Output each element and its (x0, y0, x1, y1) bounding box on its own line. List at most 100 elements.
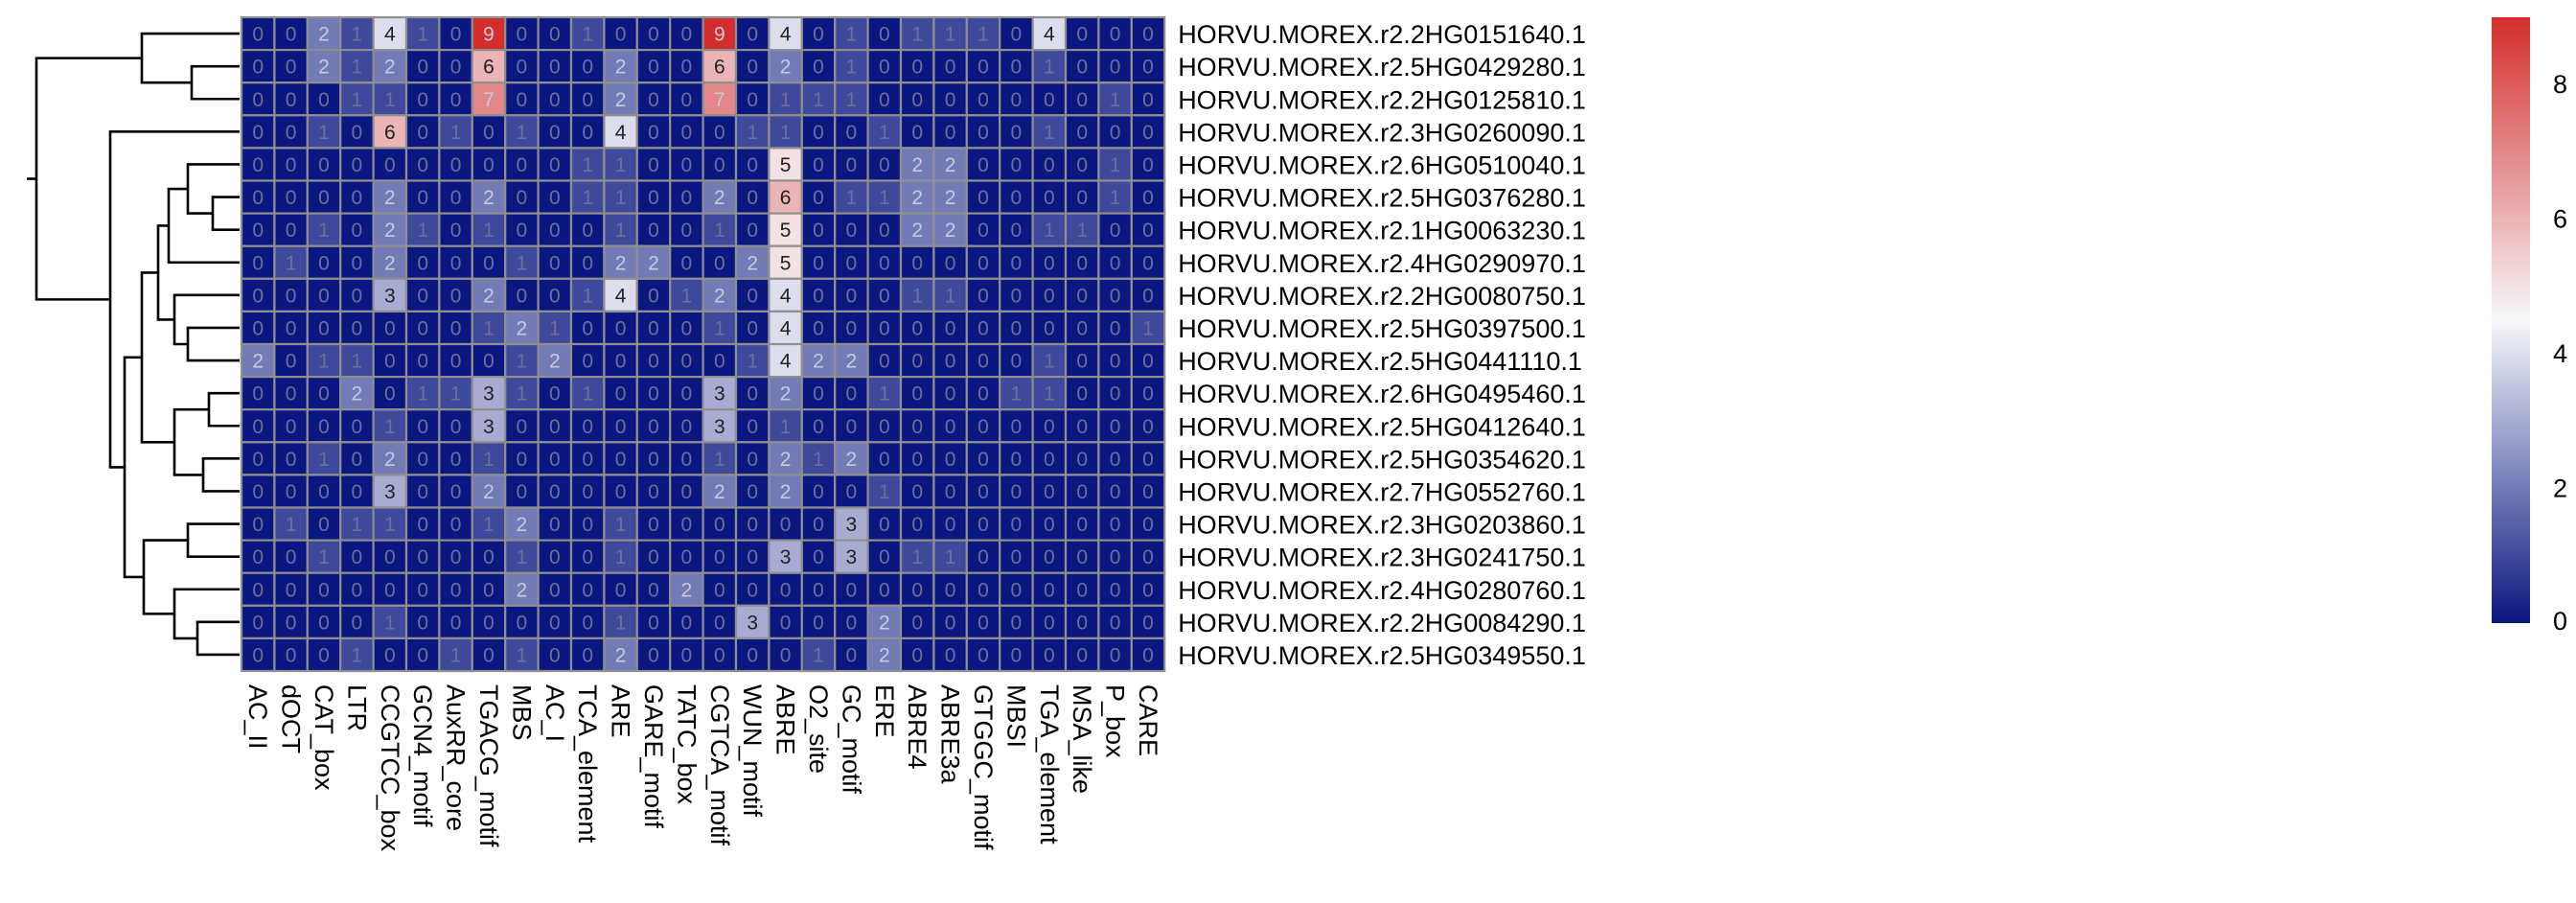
cell-value-label: 0 (1044, 514, 1055, 536)
heatmap-cell (339, 212, 375, 247)
heatmap-cell (669, 604, 704, 639)
cell-value-label: 2 (615, 57, 627, 79)
heatmap-cell (339, 506, 375, 542)
cell-value-label: 0 (450, 220, 462, 242)
cell-value-label: 0 (318, 187, 330, 209)
dendrogram-branch (172, 588, 240, 640)
cell-value-label: 7 (714, 89, 725, 111)
heatmap-cell (1130, 48, 1166, 84)
row-label: HORVU.MOREX.r2.3HG0241750.1 (1178, 544, 1586, 572)
heatmap-cell (339, 147, 375, 182)
heatmap-cell (273, 81, 309, 117)
heatmap-cell (702, 506, 738, 542)
heatmap-cell (404, 179, 441, 215)
cell-value-label: 0 (517, 285, 528, 307)
row-dendrogram (27, 32, 240, 657)
cell-value-label: 0 (1110, 383, 1121, 405)
cell-value-label: 0 (681, 644, 693, 666)
cell-value-label: 0 (1044, 252, 1055, 274)
cell-value-label: 0 (681, 449, 693, 471)
cell-value-label: 1 (911, 546, 923, 568)
dendrogram-branch (190, 64, 240, 101)
row-label: HORVU.MOREX.r2.2HG0080750.1 (1178, 282, 1586, 311)
cell-value-label: 0 (352, 612, 363, 634)
cell-value-label: 0 (747, 57, 758, 79)
legend-tick-label: 2 (2553, 475, 2567, 503)
legend-tick-label: 8 (2553, 70, 2567, 99)
cell-value-label: 0 (549, 285, 561, 307)
cell-value-label: 0 (978, 383, 989, 405)
cell-value-label: 0 (681, 89, 693, 111)
cell-value-label: 0 (978, 57, 989, 79)
cell-value-label: 1 (549, 317, 561, 339)
cell-value-label: 0 (978, 252, 989, 274)
cell-value-label: 2 (517, 514, 528, 536)
cell-value-label: 0 (911, 579, 923, 601)
cell-value-label: 0 (1142, 416, 1154, 438)
cell-value-label: 0 (1142, 122, 1154, 144)
cell-value-label: 0 (813, 187, 824, 209)
heatmap-cell (866, 114, 903, 150)
cell-value-label: 1 (780, 89, 792, 111)
cell-value-label: 0 (517, 187, 528, 209)
heatmap-cell (471, 539, 507, 574)
cell-value-label: 0 (1076, 122, 1088, 144)
cell-value-label: 0 (450, 285, 462, 307)
cell-value-label: 0 (450, 252, 462, 274)
heatmap-cell (669, 637, 704, 673)
cell-value-label: 1 (318, 449, 330, 471)
heatmap-cell (965, 147, 1001, 182)
cell-value-label: 0 (549, 449, 561, 471)
heatmap-cell (306, 15, 342, 52)
cell-value-label: 0 (286, 383, 297, 405)
dendrogram-branch (186, 522, 240, 558)
cell-value-label: 1 (1044, 383, 1055, 405)
heatmap-cell (569, 277, 606, 313)
heatmap-cell (635, 571, 672, 607)
cell-value-label: 0 (714, 252, 725, 274)
cell-value-label: 1 (714, 220, 725, 242)
cell-value-label: 0 (417, 644, 428, 666)
cell-value-label: 0 (846, 252, 858, 274)
cell-value-label: 0 (1076, 285, 1088, 307)
cell-value-label: 0 (681, 514, 693, 536)
column-label: AC_I (540, 684, 569, 742)
cell-value-label: 0 (483, 644, 494, 666)
cell-value-label: 0 (747, 154, 758, 176)
cell-value-label: 0 (517, 416, 528, 438)
cell-value-label: 0 (450, 514, 462, 536)
column-label: GC_motif (837, 684, 865, 795)
cell-value-label: 0 (978, 285, 989, 307)
legend-tick-label: 6 (2553, 205, 2567, 234)
cell-value-label: 0 (648, 579, 659, 601)
heatmap-cell (339, 474, 375, 509)
cell-value-label: 0 (1142, 579, 1154, 601)
cell-value-label: 0 (1076, 154, 1088, 176)
cell-value-label: 2 (911, 187, 923, 209)
cell-value-label: 1 (318, 546, 330, 568)
cell-value-label: 1 (911, 285, 923, 307)
cell-value-label: 0 (1044, 449, 1055, 471)
heatmap-cell (339, 539, 375, 574)
cell-value-label: 0 (813, 383, 824, 405)
cell-value-label: 0 (945, 644, 956, 666)
cell-value-label: 0 (1110, 57, 1121, 79)
cell-value-label: 1 (352, 57, 363, 79)
cell-value-label: 0 (945, 612, 956, 634)
heatmap-cell (273, 474, 309, 509)
cell-value-label: 0 (318, 612, 330, 634)
cell-value-label: 1 (384, 612, 396, 634)
cell-value-label: 0 (1011, 644, 1023, 666)
cell-value-label: 0 (286, 317, 297, 339)
cell-value-label: 0 (1110, 24, 1121, 46)
cell-value-label: 0 (1110, 514, 1121, 536)
heatmap-cell (999, 48, 1034, 84)
column-label: ABRE (771, 684, 800, 755)
cell-value-label: 0 (846, 285, 858, 307)
cell-value-label: 3 (846, 514, 858, 536)
cell-value-label: 1 (1110, 154, 1121, 176)
cell-value-label: 0 (648, 481, 659, 503)
cell-value-label: 0 (879, 89, 890, 111)
cell-value-label: 0 (483, 546, 494, 568)
cell-value-label: 0 (1044, 317, 1055, 339)
